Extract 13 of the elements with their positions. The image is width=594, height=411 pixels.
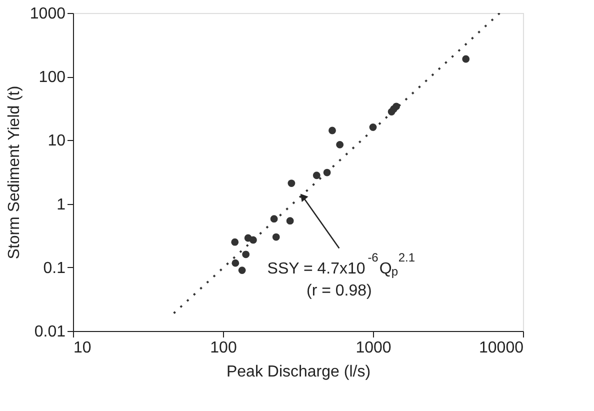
annotation: (r = 0.98) (306, 282, 372, 300)
y-tick-label: 0.1 (43, 260, 66, 277)
x-tick-label: 10 (74, 340, 92, 356)
y-tick-label: 1000 (30, 6, 66, 22)
x-tick-label: 1000 (356, 340, 392, 356)
y-tick-label: 0.01 (34, 324, 66, 340)
x-axis-title: Peak Discharge (l/s) (226, 364, 371, 380)
y-tick-label: 1 (56, 196, 66, 214)
x-tick-label: 100 (210, 340, 237, 356)
y-tick-label: 10 (48, 132, 66, 150)
x-tick-label: 10000 (479, 340, 524, 356)
y-tick-label: 100 (38, 69, 66, 86)
y-axis-title: Storm Sediment Yield (t) (6, 86, 23, 260)
